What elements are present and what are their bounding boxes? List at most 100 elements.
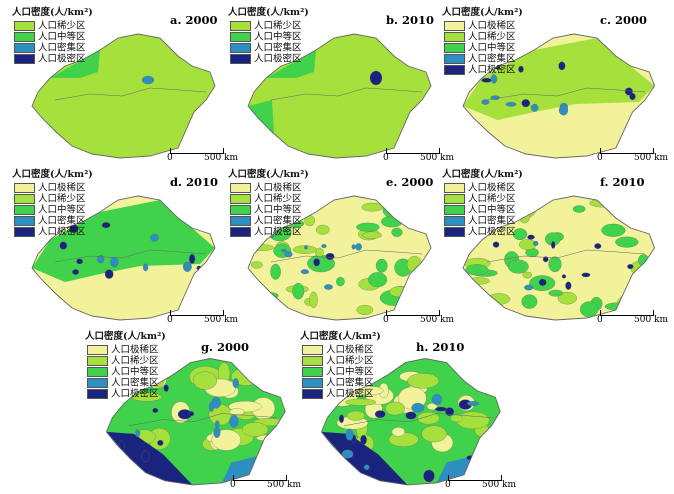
legend-item-very-dense: 人口极密区	[230, 227, 302, 237]
legend-swatch	[302, 356, 323, 366]
panel-label: h. 2010	[416, 340, 465, 354]
legend-label: 人口中等区	[38, 31, 86, 43]
legend-swatch	[14, 43, 35, 53]
legend-label: 人口中等区	[468, 42, 516, 54]
legend-item-sparse: 人口稀少区	[14, 194, 86, 204]
legend-label: 人口密集区	[254, 215, 302, 227]
legend-label: 人口极密区	[254, 53, 302, 65]
scale-distance-label: 500 km	[204, 315, 239, 325]
legend-label: 人口稀少区	[468, 193, 516, 205]
region-map	[31, 195, 216, 321]
legend-item-medium: 人口中等区	[444, 205, 516, 215]
legend-item-medium: 人口中等区	[87, 367, 159, 377]
legend-label: 人口稀少区	[38, 20, 86, 32]
legend-swatch	[230, 21, 251, 31]
legend-swatch	[14, 54, 35, 64]
legend-swatch	[14, 216, 35, 226]
map-panel-b: 人口密度(人/km²) 人口稀少区 人口中等区 人口密集区 人口极密区 b. 2010 0 5…	[226, 7, 454, 163]
scale-bar: 0 500 km	[444, 475, 516, 490]
panel-label: e. 2000	[386, 175, 434, 189]
scale-distance-label: 500 km	[204, 153, 239, 163]
legend-label: 人口中等区	[326, 366, 374, 378]
legend-label: 人口极稀区	[468, 182, 516, 194]
legend-swatch	[230, 205, 251, 215]
legend-title: 人口密度(人/km²)	[12, 7, 93, 18]
region-map	[462, 195, 656, 321]
scale-distance-label: 500 km	[267, 480, 302, 490]
legend-item-dense: 人口密集区	[444, 216, 516, 226]
map-panel-h: 人口密度(人/km²) 人口极稀区 人口稀少区 人口中等区 人口密集区 人口极密区 h. 2…	[300, 332, 516, 490]
legend-swatch	[14, 21, 35, 31]
legend-item-very-dense: 人口极密区	[302, 389, 374, 399]
legend-swatch	[230, 194, 251, 204]
legend-label: 人口极稀区	[111, 344, 159, 356]
legend-label: 人口稀少区	[38, 193, 86, 205]
legend-label: 人口密集区	[468, 215, 516, 227]
legend-swatch	[87, 356, 108, 366]
legend-swatch	[444, 227, 465, 237]
legend-item-very-sparse: 人口极稀区	[302, 345, 374, 355]
legend-item-very-dense: 人口极密区	[14, 227, 86, 237]
legend-label: 人口稀少区	[254, 193, 302, 205]
scale-zero-label: 0	[597, 153, 603, 163]
region-map	[105, 358, 286, 486]
legend-label: 人口密集区	[468, 53, 516, 65]
legend-swatch	[444, 205, 465, 215]
legend-label: 人口中等区	[38, 204, 86, 216]
panel-label: f. 2010	[600, 175, 645, 189]
legend-label: 人口极稀区	[468, 20, 516, 32]
legend-swatch	[302, 367, 323, 377]
legend-swatch	[444, 65, 465, 75]
scale-bar: 0 500 km	[382, 310, 454, 325]
scale-bar-line	[386, 310, 440, 316]
legend-title: 人口密度(人/km²)	[442, 169, 523, 180]
legend-label: 人口稀少区	[111, 355, 159, 367]
legend-item-sparse: 人口稀少区	[87, 356, 159, 366]
legend-swatch	[444, 194, 465, 204]
scale-bar: 0 500 km	[229, 475, 301, 490]
legend-item-medium: 人口中等区	[14, 32, 86, 42]
scale-bar-line	[600, 310, 654, 316]
map-legend: 人口密度(人/km²) 人口极稀区 人口稀少区 人口中等区 人口密集区 人口极密区	[300, 332, 400, 401]
legend-item-dense: 人口密集区	[444, 54, 516, 64]
legend-item-very-sparse: 人口极稀区	[444, 183, 516, 193]
legend-item-sparse: 人口稀少区	[444, 32, 516, 42]
scale-bar-line	[600, 148, 654, 154]
legend-label: 人口极密区	[38, 226, 86, 238]
scale-bar-line	[386, 148, 440, 154]
legend-item-sparse: 人口稀少区	[230, 21, 302, 31]
legend-label: 人口极稀区	[254, 182, 302, 194]
panel-label: a. 2000	[170, 13, 218, 27]
legend-label: 人口极密区	[38, 53, 86, 65]
legend-item-very-dense: 人口极密区	[444, 65, 516, 75]
legend-title: 人口密度(人/km²)	[228, 169, 309, 180]
panel-label: g. 2000	[201, 340, 250, 354]
legend-swatch	[14, 32, 35, 42]
scale-bar-line	[233, 475, 287, 481]
legend-item-medium: 人口中等区	[230, 32, 302, 42]
map-legend: 人口密度(人/km²) 人口极稀区 人口稀少区 人口中等区 人口密集区 人口极密区	[442, 170, 542, 239]
scale-bar: 0 500 km	[596, 310, 668, 325]
scale-bar: 0 500 km	[166, 148, 238, 163]
legend-label: 人口极稀区	[38, 182, 86, 194]
legend-label: 人口密集区	[38, 42, 86, 54]
region-map	[320, 358, 501, 486]
legend-item-dense: 人口密集区	[302, 378, 374, 388]
region-map	[247, 33, 432, 159]
legend-title: 人口密度(人/km²)	[228, 7, 309, 18]
legend-label: 人口稀少区	[468, 31, 516, 43]
map-legend: 人口密度(人/km²) 人口极稀区 人口稀少区 人口中等区 人口密集区 人口极密区	[228, 170, 328, 239]
legend-swatch	[302, 389, 323, 399]
scale-distance-label: 500 km	[634, 153, 669, 163]
legend-item-sparse: 人口稀少区	[14, 21, 86, 31]
map-legend: 人口密度(人/km²) 人口极稀区 人口稀少区 人口中等区 人口密集区 人口极密区	[12, 170, 112, 239]
map-panel-e: 人口密度(人/km²) 人口极稀区 人口稀少区 人口中等区 人口密集区 人口极密区 e. 2…	[226, 170, 454, 325]
scale-distance-label: 500 km	[420, 153, 455, 163]
map-panel-g: 人口密度(人/km²) 人口极稀区 人口稀少区 人口中等区 人口密集区 人口极密区 g. 2…	[85, 332, 301, 490]
legend-swatch	[230, 227, 251, 237]
scale-zero-label: 0	[383, 153, 389, 163]
scale-bar: 0 500 km	[382, 148, 454, 163]
legend-swatch	[14, 194, 35, 204]
legend-swatch	[14, 183, 35, 193]
legend-title: 人口密度(人/km²)	[300, 331, 381, 342]
